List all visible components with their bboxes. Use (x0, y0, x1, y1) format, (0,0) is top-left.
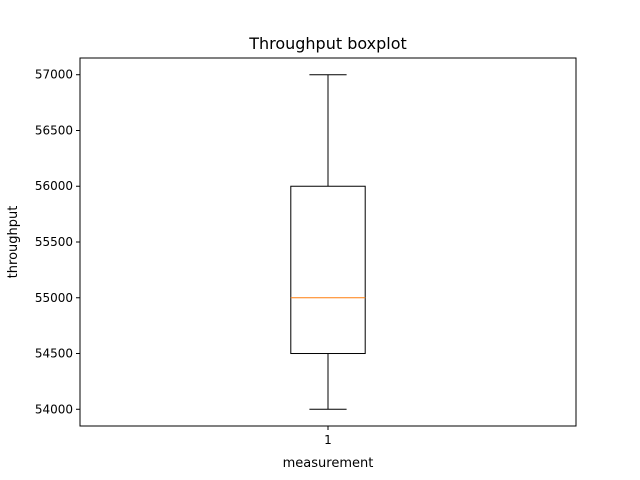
x-tick-label: 1 (324, 433, 332, 447)
x-axis-label: measurement (283, 456, 374, 471)
y-tick-label: 56000 (35, 179, 73, 193)
box-series (290, 74, 366, 410)
y-tick-label: 56500 (35, 123, 73, 137)
y-axis-label: throughput (6, 206, 21, 279)
chart-title: Throughput boxplot (248, 34, 407, 53)
y-tick-label: 54500 (35, 347, 73, 361)
y-tick-label: 54000 (35, 402, 73, 416)
y-tick-label: 55000 (35, 291, 73, 305)
box-iqr (290, 185, 366, 355)
y-axis-ticks: 54000 54500 55000 55500 56000 56500 57000 (35, 68, 80, 416)
x-axis-ticks: 1 (324, 426, 332, 447)
y-tick-label: 55500 (35, 235, 73, 249)
y-tick-label: 57000 (35, 68, 73, 82)
